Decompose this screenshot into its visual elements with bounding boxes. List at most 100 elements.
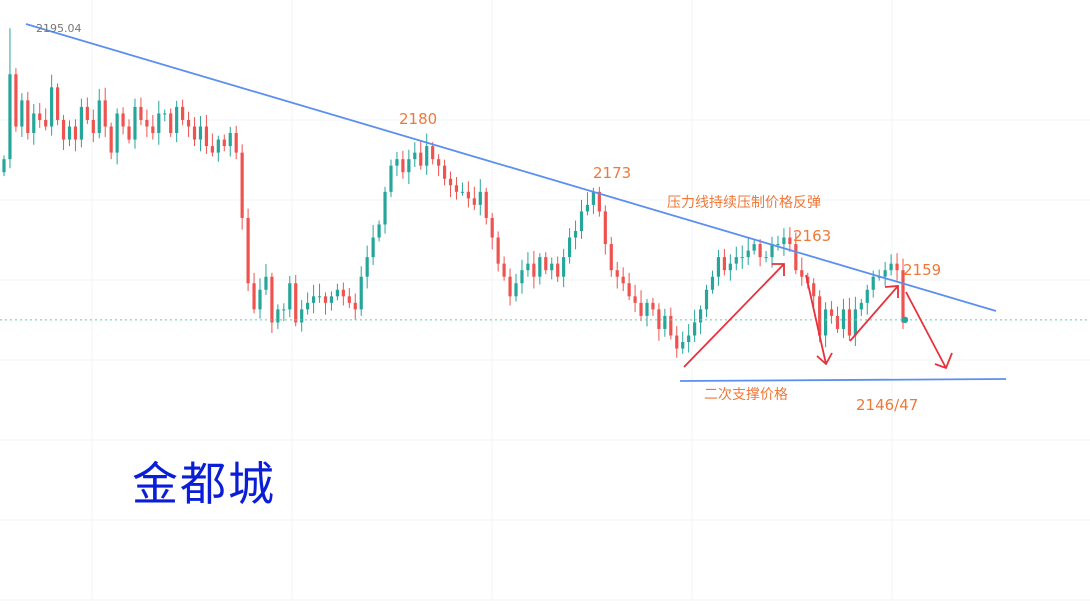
candle-body (681, 342, 685, 349)
candle-body (103, 100, 107, 127)
candle-body (835, 315, 840, 329)
candle-body (353, 302, 357, 310)
candle-body (782, 237, 786, 245)
candle-body (419, 152, 423, 166)
candle-body (38, 113, 42, 120)
candle-body (550, 263, 554, 271)
candle-body (181, 106, 185, 120)
candle-body (383, 191, 387, 225)
candle-body (288, 283, 292, 310)
candle-body (770, 244, 774, 258)
candle-body (425, 146, 429, 166)
candle-body (73, 126, 78, 140)
candle-body (591, 191, 596, 205)
candle-body (538, 257, 542, 277)
candle-body (532, 263, 536, 277)
candle-body (306, 302, 310, 310)
peak-label-2173: 2173 (593, 164, 632, 182)
candle-body (26, 100, 30, 134)
candle-body (109, 126, 113, 153)
candle-body (698, 309, 703, 323)
candle-body (466, 191, 470, 199)
candle-body (675, 335, 679, 349)
candle-body (294, 283, 298, 323)
candle-body (175, 106, 179, 134)
candle-body (716, 257, 721, 277)
candle-body (764, 257, 768, 259)
candle-body (169, 113, 173, 134)
candle-body (573, 231, 578, 238)
candle-body (276, 309, 280, 323)
candle-body (407, 159, 411, 173)
candle-body (871, 276, 875, 290)
candle-body (32, 113, 36, 134)
up-arrow-2 (849, 285, 899, 342)
candle-body (544, 257, 548, 271)
resistance-note: 压力线持续压制价格反弹 (667, 195, 821, 211)
candle-body (413, 152, 417, 160)
candle-body (252, 283, 256, 310)
candle-body (901, 270, 905, 323)
candle-body (794, 244, 798, 271)
candle-body (127, 126, 131, 140)
candle-body (192, 126, 197, 140)
high-price-marker: 2195.04 (36, 22, 82, 35)
candle-body (20, 100, 24, 127)
candle-body (663, 315, 667, 329)
candle-body (448, 178, 453, 186)
candle-body (567, 237, 572, 258)
support-note: 二次支撑价格 (704, 387, 788, 403)
candle-body (2, 159, 6, 173)
candle-body (615, 270, 619, 277)
arrow-markers (683, 263, 953, 370)
candle-body (800, 270, 804, 277)
candle-body (728, 263, 732, 271)
candle-body (204, 126, 209, 147)
candle-body (526, 263, 530, 271)
candle-body (91, 119, 95, 134)
candle-body (758, 244, 762, 258)
candle-body (895, 263, 899, 271)
candle-body (61, 119, 66, 140)
candle-body (645, 302, 649, 316)
candle-body (145, 119, 149, 127)
candlestick-series (2, 28, 905, 358)
candle-body (240, 152, 244, 218)
candle-body (847, 309, 852, 336)
candle-body (889, 263, 893, 271)
candle-body (157, 113, 161, 134)
candle-body (264, 276, 268, 290)
current-price-dot (901, 316, 909, 324)
candle-body (300, 309, 304, 323)
candle-body (621, 276, 625, 284)
candle-body (97, 100, 101, 134)
candle-body (841, 309, 846, 329)
candle-body (311, 296, 316, 303)
candle-body (317, 296, 322, 298)
candle-body (44, 119, 48, 127)
candle-body (704, 289, 709, 310)
candle-body (246, 217, 250, 284)
candle-body (371, 237, 375, 258)
candle-body (79, 106, 83, 140)
candle-body (329, 296, 334, 303)
candle-body (657, 309, 661, 329)
candle-body (210, 146, 214, 153)
candle-body (490, 217, 494, 238)
candle-body (365, 257, 369, 277)
candle-body (234, 133, 238, 153)
candle-body (67, 126, 72, 140)
candle-body (752, 244, 756, 251)
candle-body (502, 263, 506, 277)
candle-body (562, 257, 566, 277)
candle-body (151, 126, 155, 134)
candle-body (865, 289, 869, 303)
candle-body (818, 296, 822, 336)
candle-body (829, 309, 834, 316)
candle-body (216, 139, 220, 153)
candle-body (454, 185, 459, 192)
candle-body (687, 335, 691, 343)
candle-body (514, 283, 518, 297)
candle-body (734, 257, 738, 264)
